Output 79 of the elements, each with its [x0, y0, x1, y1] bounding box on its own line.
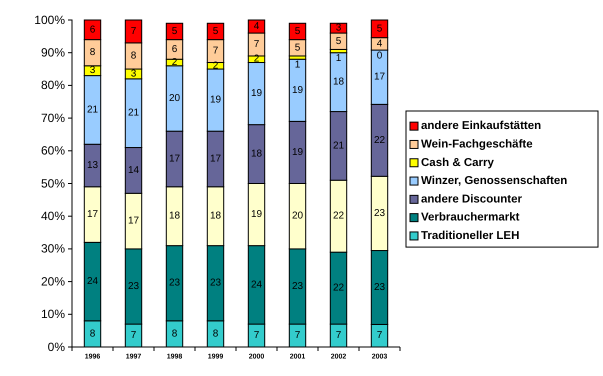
data-label: 5 — [212, 26, 219, 37]
data-label: 7 — [130, 330, 137, 342]
y-tick-label: 90% — [40, 46, 66, 60]
data-label: 8 — [172, 328, 178, 340]
data-label: 5 — [172, 26, 178, 37]
data-label: 21 — [128, 108, 140, 119]
data-label: 0 — [376, 50, 383, 62]
data-label: 19 — [292, 84, 304, 96]
data-label: 7 — [376, 330, 383, 342]
data-label: 7 — [336, 330, 342, 342]
data-label: 5 — [294, 26, 301, 37]
legend-label: Verbrauchermarkt — [421, 212, 520, 224]
data-label: 18 — [168, 210, 180, 222]
legend-label: andere Einkaufstätten — [421, 120, 542, 132]
data-label: 8 — [90, 47, 96, 58]
data-label: 6 — [90, 24, 96, 36]
data-label: 3 — [90, 65, 96, 76]
legend-label: Traditioneller LEH — [421, 230, 520, 242]
data-label: 17 — [86, 209, 98, 220]
data-label: 13 — [86, 160, 98, 172]
data-label: 5 — [294, 42, 301, 54]
y-tick-label: 0% — [48, 340, 66, 354]
data-label: 4 — [254, 21, 260, 32]
data-label: 19 — [250, 209, 262, 220]
data-label: 8 — [212, 328, 219, 340]
data-label: 17 — [374, 72, 386, 83]
data-label: 21 — [86, 104, 98, 116]
data-label: 17 — [210, 153, 222, 164]
data-label: 23 — [292, 281, 304, 292]
y-tick-label: 60% — [40, 144, 66, 158]
data-label: 17 — [128, 216, 140, 227]
data-label: 6 — [172, 44, 178, 55]
data-label: 19 — [250, 88, 262, 100]
data-label: 7 — [212, 46, 219, 57]
data-label: 4 — [376, 38, 383, 50]
data-label: 5 — [376, 23, 383, 34]
y-tick-label: 100% — [34, 12, 66, 27]
y-tick-label: 80% — [40, 78, 66, 92]
data-label: 18 — [332, 76, 344, 88]
data-label: 14 — [128, 164, 140, 176]
data-label: 19 — [210, 94, 222, 106]
legend-label: Wein-Fachgeschäfte — [421, 138, 533, 150]
y-tick-label: 40% — [40, 209, 66, 224]
data-label: 3 — [130, 68, 137, 80]
y-tick-label: 10% — [40, 307, 66, 322]
data-label: 18 — [250, 148, 262, 160]
data-label: 3 — [336, 22, 342, 34]
data-label: 5 — [336, 36, 342, 47]
data-label: 23 — [128, 281, 140, 292]
data-label: 7 — [130, 26, 137, 37]
data-label: 8 — [90, 328, 96, 340]
data-label: 22 — [332, 210, 344, 222]
data-label: 18 — [210, 210, 222, 222]
data-label: 23 — [210, 278, 222, 289]
legend-label: Cash & Carry — [421, 156, 494, 169]
data-label: 1 — [336, 53, 342, 64]
data-label: 24 — [250, 279, 262, 290]
data-label: 21 — [332, 140, 344, 152]
data-label: 19 — [292, 146, 304, 158]
y-tick-label: 70% — [40, 110, 66, 125]
data-label: 24 — [86, 276, 98, 288]
data-label: 17 — [168, 153, 180, 164]
data-label: 8 — [130, 50, 137, 62]
data-label: 23 — [374, 208, 386, 219]
data-label: 7 — [294, 330, 301, 342]
data-label: 22 — [332, 282, 344, 294]
y-tick-label: 30% — [40, 242, 66, 256]
data-label: 23 — [374, 282, 386, 293]
data-label: 23 — [168, 278, 180, 289]
y-tick-label: 20% — [40, 274, 66, 288]
legend-label: andere Discounter — [421, 193, 522, 206]
data-label: 20 — [168, 92, 180, 104]
data-label: 7 — [254, 39, 260, 50]
data-label: 22 — [374, 134, 386, 146]
y-tick-label: 50% — [40, 176, 66, 190]
data-label: 1 — [294, 60, 301, 71]
data-label: 20 — [292, 210, 304, 222]
legend-label: Winzer, Genossenschaften — [421, 175, 568, 188]
data-label: 7 — [254, 330, 260, 342]
